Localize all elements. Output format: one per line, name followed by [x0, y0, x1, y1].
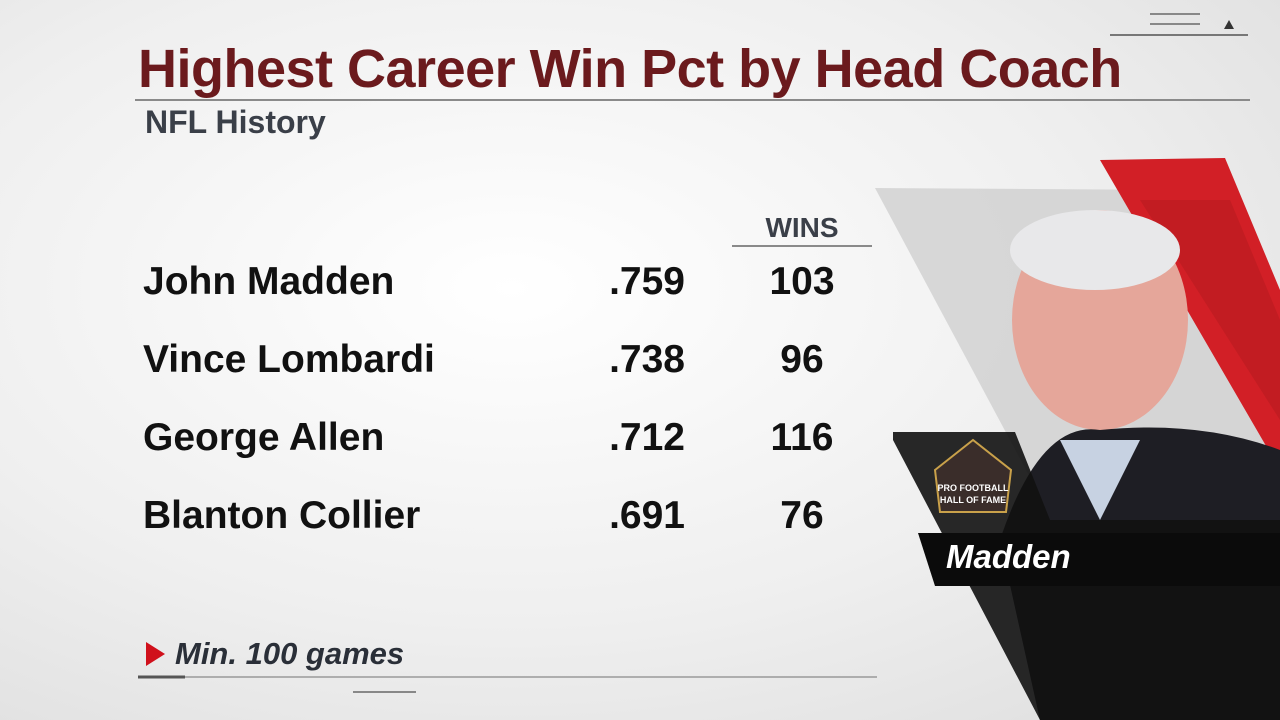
wins: 116 — [770, 416, 834, 459]
footnote-marker — [146, 642, 165, 666]
coach-name: Vince Lombardi — [143, 338, 435, 381]
wins: 103 — [769, 260, 835, 303]
column-header: WINS — [765, 212, 839, 243]
coach-name: Blanton Collier — [143, 494, 421, 537]
wins: 76 — [780, 494, 824, 537]
column-rule — [732, 245, 872, 247]
win-pct: .759 — [609, 260, 685, 303]
photo-caption: Madden — [946, 538, 1071, 575]
coach-name: John Madden — [143, 260, 395, 303]
title-rule — [135, 99, 1250, 101]
wins: 96 — [780, 338, 824, 381]
win-pct: .712 — [609, 416, 685, 459]
title: Highest Career Win Pct by Head Coach — [138, 39, 1122, 99]
footnote: Min. 100 games — [175, 636, 405, 671]
win-pct: .738 — [609, 338, 685, 381]
logo-text: HALL OF FAME — [939, 495, 1007, 505]
subtitle: NFL History — [145, 104, 326, 140]
logo-text: PRO FOOTBALL — [937, 483, 1009, 493]
win-pct: .691 — [609, 494, 685, 537]
coach-name: George Allen — [143, 416, 385, 459]
